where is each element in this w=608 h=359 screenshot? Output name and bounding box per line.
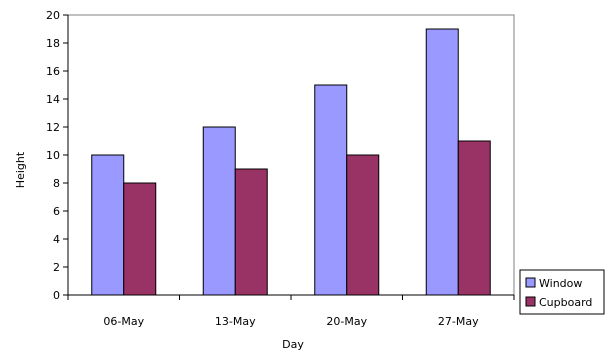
y-tick-label: 14 bbox=[46, 93, 60, 106]
y-tick-label: 16 bbox=[46, 65, 60, 78]
y-tick-label: 4 bbox=[53, 233, 60, 246]
legend-swatch bbox=[525, 277, 536, 288]
x-axis-label: Day bbox=[282, 338, 304, 351]
bar-cupboard-13-may bbox=[234, 168, 268, 296]
legend-label: Window bbox=[539, 277, 582, 290]
y-tick-label: 8 bbox=[53, 177, 60, 190]
legend-swatch bbox=[525, 296, 536, 307]
y-tick-label: 10 bbox=[46, 149, 60, 162]
legend: Window Cupboard bbox=[519, 269, 605, 315]
bar-cupboard-27-may bbox=[457, 140, 491, 296]
y-tick-label: 2 bbox=[53, 261, 60, 274]
y-axis-label: Height bbox=[14, 151, 27, 188]
bar-window-20-may bbox=[314, 84, 348, 296]
legend-label: Cupboard bbox=[539, 296, 592, 309]
bar-window-27-may bbox=[425, 28, 459, 296]
y-axis: 0 2 4 6 8 10 12 14 16 18 20 bbox=[46, 9, 69, 302]
legend-box bbox=[519, 269, 605, 315]
y-tick-label: 0 bbox=[53, 289, 60, 302]
bar-cupboard-06-may bbox=[123, 182, 157, 296]
bar-window-13-may bbox=[202, 126, 236, 296]
y-tick-label: 18 bbox=[46, 37, 60, 50]
x-tick-label: 13-May bbox=[215, 315, 256, 328]
bar-cupboard-20-may bbox=[346, 154, 380, 296]
y-tick-label: 6 bbox=[53, 205, 60, 218]
y-tick-label: 12 bbox=[46, 121, 60, 134]
x-tick-label: 20-May bbox=[326, 315, 367, 328]
x-tick-label: 06-May bbox=[103, 315, 144, 328]
x-tick-label: 27-May bbox=[438, 315, 479, 328]
x-axis: 06-May 13-May 20-May 27-May bbox=[67, 294, 515, 328]
bars bbox=[91, 28, 491, 296]
bar-window-06-may bbox=[91, 154, 125, 296]
y-tick-label: 20 bbox=[46, 9, 60, 22]
